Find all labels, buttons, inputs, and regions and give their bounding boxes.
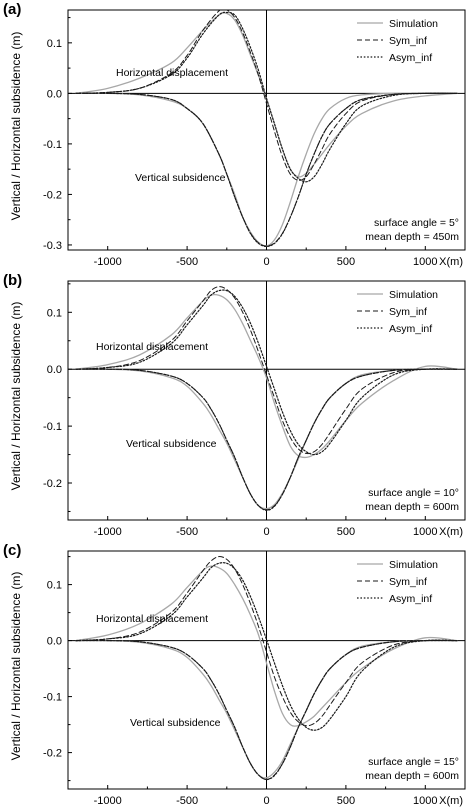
x-tick-label: 500 bbox=[337, 795, 355, 807]
annotation-vertical-subsidence: Vertical subsidence bbox=[135, 172, 226, 184]
legend-background bbox=[353, 283, 463, 338]
y-tick-label: -0.2 bbox=[43, 748, 62, 760]
annotation-horizontal-displacement: Horizontal displacement bbox=[116, 67, 228, 79]
legend-label-sym-inf: Sym_inf bbox=[389, 576, 427, 588]
y-tick-label: -0.2 bbox=[43, 478, 62, 490]
y-tick-label: 0.1 bbox=[47, 38, 62, 50]
y-axis-label-c: Vertical / Horizontal subsidence (m) bbox=[9, 572, 23, 761]
x-tick-label: 0 bbox=[263, 256, 269, 268]
x-tick-label: -500 bbox=[176, 526, 198, 538]
legend-label-simulation: Simulation bbox=[389, 289, 438, 301]
y-tick-label: 0.0 bbox=[47, 364, 62, 376]
info-mean-depth: mean depth = 600m bbox=[365, 501, 459, 513]
x-tick-label: -1000 bbox=[94, 795, 122, 807]
y-axis-label-a: Vertical / Horizontal subsidence (m) bbox=[9, 32, 23, 221]
legend: Simulation Sym_inf Asym_inf bbox=[353, 283, 463, 338]
info-surface-angle: surface angle = 15° bbox=[368, 756, 459, 768]
y-tick-label: -0.1 bbox=[43, 139, 62, 151]
x-tick-label: 1000 bbox=[413, 526, 437, 538]
series-line-simulation-horizontal bbox=[75, 12, 458, 178]
annotation-horizontal-displacement: Horizontal displacement bbox=[96, 613, 208, 625]
x-tick-label: -500 bbox=[176, 795, 198, 807]
panel-label: (a) bbox=[3, 1, 21, 18]
legend-label-sym-inf: Sym_inf bbox=[389, 35, 427, 47]
y-tick-label: 0.1 bbox=[47, 307, 62, 319]
x-tick-label: 0 bbox=[263, 795, 269, 807]
info-surface-angle: surface angle = 10° bbox=[368, 487, 459, 499]
x-unit-label: X(m) bbox=[439, 526, 463, 538]
legend-label-asym-inf: Asym_inf bbox=[389, 593, 432, 605]
legend-label-sym-inf: Sym_inf bbox=[389, 306, 427, 318]
y-tick-label: -0.1 bbox=[43, 421, 62, 433]
x-tick-label: 1000 bbox=[413, 256, 437, 268]
legend-background bbox=[353, 553, 463, 608]
curves-group bbox=[75, 556, 458, 781]
annotation-vertical-subsidence: Vertical subsidence bbox=[130, 717, 221, 729]
legend-background bbox=[353, 12, 463, 67]
panel-label: (c) bbox=[3, 542, 21, 559]
x-tick-label: 500 bbox=[337, 526, 355, 538]
series-line-simulation-horizontal bbox=[75, 293, 458, 459]
x-tick-label: 1000 bbox=[413, 795, 437, 807]
legend-label-asym-inf: Asym_inf bbox=[389, 323, 432, 335]
curves-group bbox=[75, 286, 458, 511]
series-line-sym-inf-horizontal bbox=[75, 556, 458, 727]
chart-panel-c: -1000 -500 0 500 1000 X(m) 0.1 0.0 -0.1 -0.2 Horiz… bbox=[3, 542, 466, 807]
y-axis-label-b: Vertical / Horizontal subsidence (m) bbox=[9, 302, 23, 491]
panel-label: (b) bbox=[3, 272, 22, 289]
info-surface-angle: surface angle = 5° bbox=[374, 217, 459, 229]
legend: Simulation Sym_inf Asym_inf bbox=[353, 553, 463, 608]
x-tick-label: 500 bbox=[337, 256, 355, 268]
x-tick-label: -500 bbox=[176, 256, 198, 268]
legend-label-simulation: Simulation bbox=[389, 559, 438, 571]
y-tick-label: -0.3 bbox=[43, 240, 62, 252]
annotation-horizontal-displacement: Horizontal displacement bbox=[96, 341, 208, 353]
info-mean-depth: mean depth = 600m bbox=[365, 770, 459, 782]
legend-label-asym-inf: Asym_inf bbox=[389, 52, 432, 64]
y-tick-label: -0.1 bbox=[43, 692, 62, 704]
chart-panel-b: -1000 -500 0 500 1000 X(m) 0.1 0.0 -0.1 -0.2 Horiz… bbox=[3, 272, 466, 538]
y-tick-label: 0.1 bbox=[47, 580, 62, 592]
series-line-asym-inf-horizontal bbox=[75, 11, 458, 183]
x-unit-label: X(m) bbox=[439, 795, 463, 807]
series-line-asym-inf-vertical bbox=[75, 639, 458, 781]
series-line-sym-inf-horizontal bbox=[75, 10, 458, 181]
x-tick-label: -1000 bbox=[94, 256, 122, 268]
series-line-asym-inf-horizontal bbox=[75, 289, 458, 456]
y-tick-label: -0.2 bbox=[43, 189, 62, 201]
chart-panel-a: -1000 -500 0 500 1000 X(m) 0.1 0.0 -0.1 -0.2 -0.3 H… bbox=[3, 1, 466, 268]
series-line-asym-inf-vertical bbox=[75, 92, 458, 248]
curves-group bbox=[75, 10, 458, 248]
series-line-simulation-horizontal bbox=[75, 565, 458, 727]
x-tick-label: 0 bbox=[263, 526, 269, 538]
legend-label-simulation: Simulation bbox=[389, 18, 438, 30]
y-tick-label: 0.0 bbox=[47, 88, 62, 100]
x-tick-label: -1000 bbox=[94, 526, 122, 538]
x-unit-label: X(m) bbox=[439, 256, 463, 268]
annotation-vertical-subsidence: Vertical subsidence bbox=[126, 438, 217, 450]
info-mean-depth: mean depth = 450m bbox=[365, 231, 459, 243]
legend: Simulation Sym_inf Asym_inf bbox=[353, 12, 463, 67]
series-line-asym-inf-horizontal bbox=[75, 562, 458, 731]
series-line-asym-inf-vertical bbox=[75, 368, 458, 511]
y-tick-label: 0.0 bbox=[47, 636, 62, 648]
